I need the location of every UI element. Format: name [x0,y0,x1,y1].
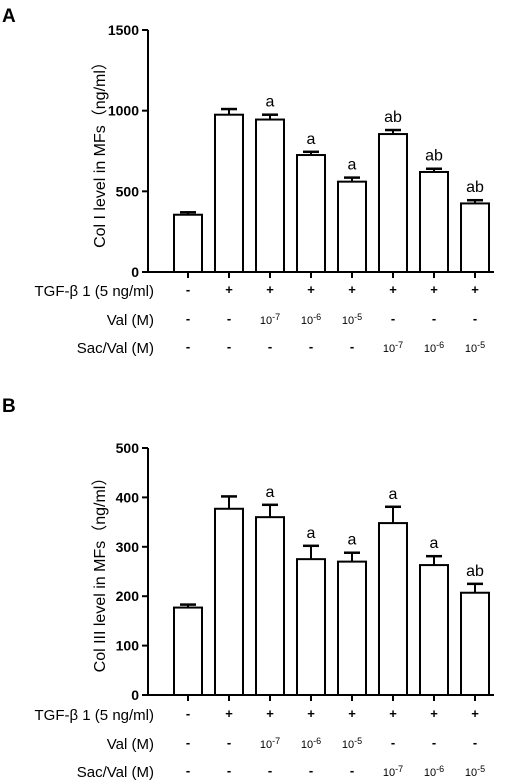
condition-cell: 10-5 [465,764,485,779]
y-tick-label: 200 [116,588,140,604]
condition-cell: - [186,282,190,297]
condition-row-label: TGF-β 1 (5 ng/ml) [35,707,154,724]
significance-label: a [307,131,316,148]
condition-cell: 10-7 [260,736,280,751]
y-tick-label: 300 [116,539,140,555]
condition-cell: 10-7 [383,764,403,779]
condition-cell: 10-6 [301,736,321,751]
condition-cell: 10-5 [465,340,485,355]
significance-label: a [266,94,275,111]
condition-cell: - [391,311,395,326]
condition-cell: - [309,339,313,354]
condition-cell: - [186,763,190,778]
condition-cell: - [473,311,477,326]
condition-cell: - [432,735,436,750]
y-tick-label: 1500 [108,22,139,38]
significance-label: ab [466,179,484,196]
condition-cell: - [186,339,190,354]
y-tick-label: 500 [116,440,140,456]
condition-cell: + [389,706,397,721]
condition-cell: - [391,735,395,750]
condition-cell: + [389,282,397,297]
condition-cell: - [227,735,231,750]
condition-cell: 10-6 [424,340,444,355]
y-tick-label: 100 [116,638,140,654]
condition-cell: + [225,282,233,297]
condition-cell: + [266,706,274,721]
bar [419,170,449,273]
bar [173,606,203,697]
bar [214,113,244,273]
condition-cell: - [227,763,231,778]
condition-cell: - [186,735,190,750]
condition-row-label: TGF-β 1 (5 ng/ml) [35,283,154,300]
condition-cell: - [432,311,436,326]
condition-cell: + [348,706,356,721]
significance-label: a [348,532,357,549]
bar [255,118,285,274]
y-tick-label: 0 [131,687,139,703]
bar [296,154,326,274]
significance-label: a [266,484,275,501]
condition-cell: + [307,282,315,297]
bar [337,180,367,273]
significance-label: a [307,525,316,542]
condition-row-label: Sac/Val (M) [77,340,154,357]
bar [255,516,285,696]
chart-panel-b: B Col III level in MFs（ng/ml） 0 100 200 300 40… [2,396,494,781]
y-tick-label: 1000 [108,103,139,119]
condition-cell: - [186,706,190,721]
condition-cell: - [350,339,354,354]
condition-cell: + [266,282,274,297]
condition-cell: + [307,706,315,721]
significance-label: ab [466,563,484,580]
y-tick-label: 0 [131,264,139,280]
significance-label: a [389,486,398,503]
bar [378,522,408,697]
y-axis-label: Col III level in MFs（ng/ml） [91,470,109,673]
panel-letter: A [2,6,16,27]
condition-cell: 10-5 [342,736,362,751]
condition-row-label: Val (M) [107,312,154,329]
condition-cell: - [350,763,354,778]
condition-row-label: Val (M) [107,736,154,753]
bar [419,564,449,696]
condition-cell: - [268,763,272,778]
condition-cell: - [473,735,477,750]
condition-cell: - [227,339,231,354]
condition-cell: + [225,706,233,721]
condition-cell: + [348,282,356,297]
condition-cell: 10-6 [301,312,321,327]
panel-letter: B [2,396,16,417]
condition-cell: - [268,339,272,354]
condition-cell: 10-5 [342,312,362,327]
condition-cell: + [471,282,479,297]
bar [173,213,203,274]
significance-label: a [348,157,357,174]
significance-label: a [430,535,439,552]
bar [460,202,490,273]
condition-cell: 10-7 [260,312,280,327]
bar [214,507,244,696]
y-tick-label: 400 [116,489,140,505]
condition-cell: 10-6 [424,764,444,779]
condition-row-label: Sac/Val (M) [77,764,154,781]
significance-label: ab [425,148,443,165]
condition-cell: + [471,706,479,721]
condition-cell: - [309,763,313,778]
chart-panel-a: A Col I level in MFs（ng/ml） 0 500 1000 1500 a a… [2,6,494,357]
condition-cell: 10-7 [383,340,403,355]
condition-cell: + [430,706,438,721]
bar [337,560,367,696]
y-tick-label: 500 [116,183,140,199]
bar [378,133,408,273]
bar [296,558,326,697]
condition-cell: - [227,311,231,326]
bar [460,591,490,697]
y-axis-label: Col I level in MFs（ng/ml） [91,54,109,248]
significance-label: ab [384,109,402,126]
condition-cell: - [186,311,190,326]
condition-cell: + [430,282,438,297]
